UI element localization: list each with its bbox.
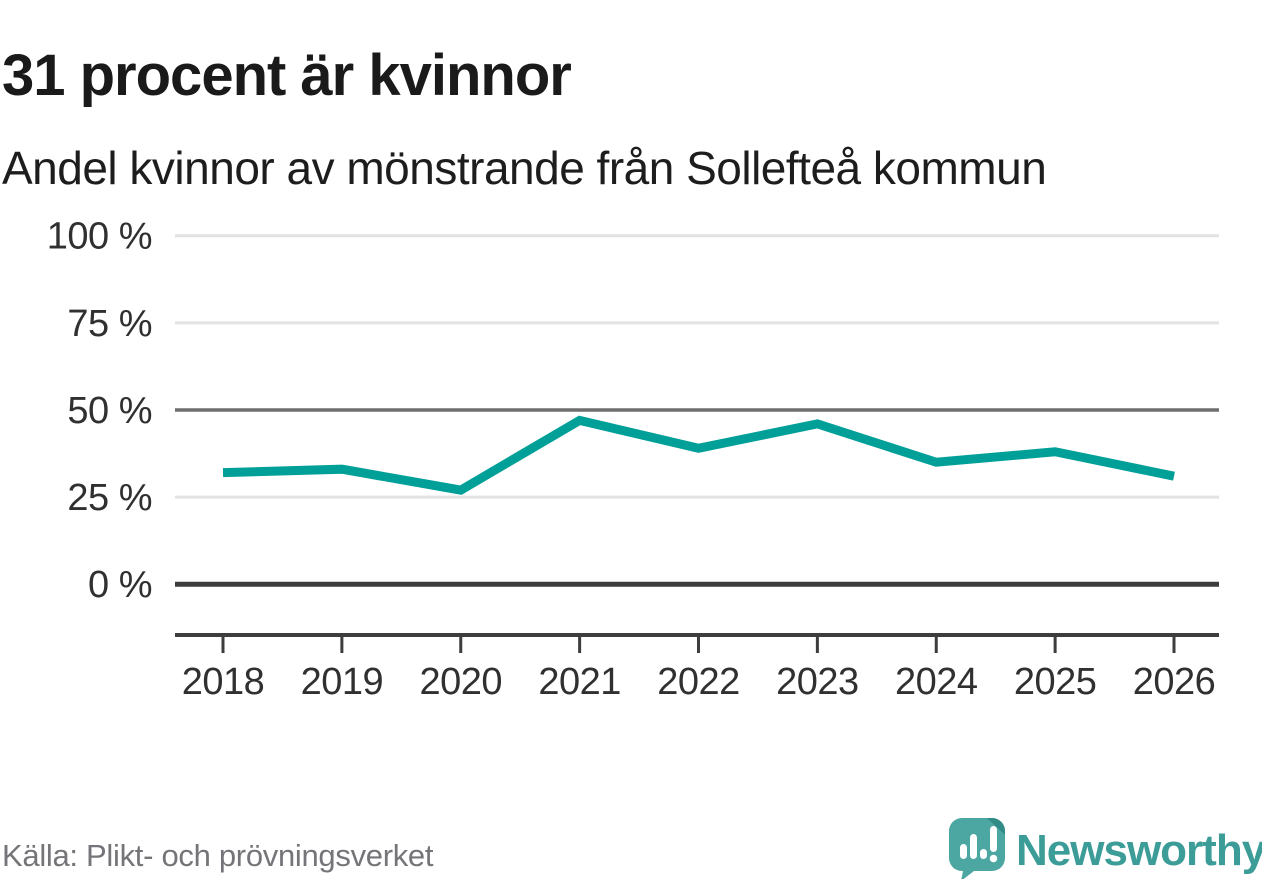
source-note: Källa: Plikt- och prövningsverket xyxy=(2,838,434,873)
x-tick-label: 2022 xyxy=(657,661,740,703)
newsworthy-wordmark: Newsworthy xyxy=(1016,826,1262,875)
newsworthy-logo-icon xyxy=(949,818,1005,879)
chart-subtitle: Andel kvinnor av mönstrande från Solleft… xyxy=(2,142,1047,194)
chart-title: 31 procent är kvinnor xyxy=(2,42,572,108)
newsworthy-logo: Newsworthy xyxy=(943,808,1262,879)
x-tick-label: 2024 xyxy=(895,661,978,703)
x-tick-label: 2026 xyxy=(1133,661,1216,703)
x-tick-label: 2025 xyxy=(1014,661,1097,703)
data-line-andel-kvinnor-av-m-nstrande xyxy=(222,415,1175,495)
x-tick-label: 2023 xyxy=(776,661,859,703)
y-tick-label: 50 % xyxy=(67,390,152,432)
y-tick-label: 0 % xyxy=(88,564,152,606)
y-tick-label: 25 % xyxy=(67,477,152,519)
y-tick-label: 100 % xyxy=(47,216,152,258)
x-tick-label: 2021 xyxy=(538,661,621,703)
x-tick-label: 2018 xyxy=(182,661,265,703)
x-tick-label: 2020 xyxy=(419,661,502,703)
x-tick-label: 2019 xyxy=(301,661,384,703)
y-tick-label: 75 % xyxy=(67,303,152,345)
